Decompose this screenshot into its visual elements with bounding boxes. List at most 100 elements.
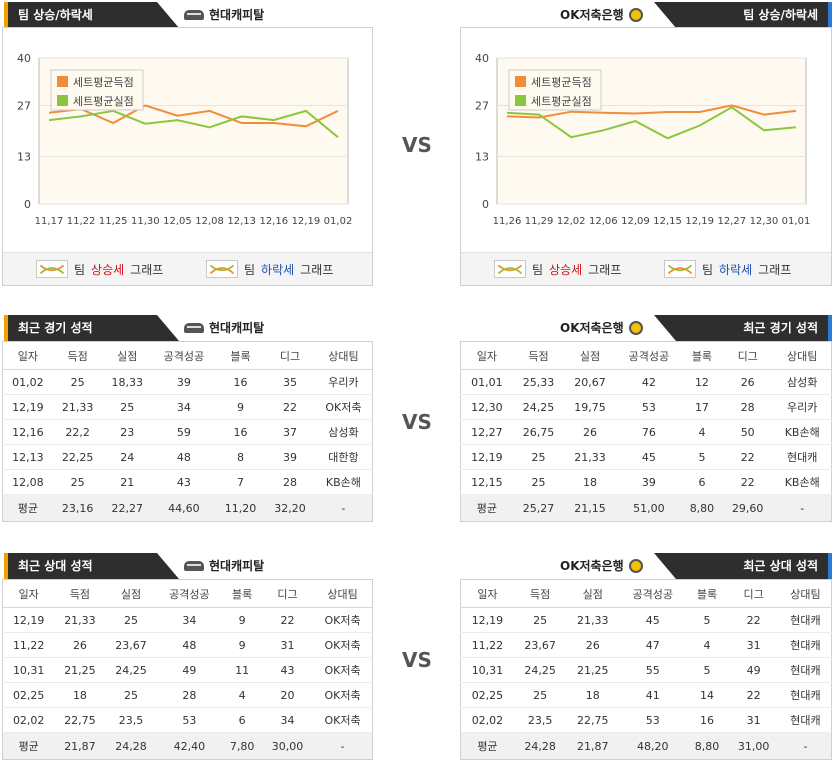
- vs-label-head-to-head: VS: [402, 648, 432, 672]
- trend-chart-right: 0 13 27 40 11,26 11,29 12,02 12,06 12,09 12,15 12,…: [460, 27, 832, 286]
- column-header: 득점: [512, 341, 565, 370]
- table-cell: 50: [721, 419, 774, 445]
- table-cell: 34: [151, 394, 216, 420]
- column-header: 실점: [105, 579, 157, 608]
- table-cell: 53: [618, 707, 687, 733]
- table-cell: 28: [156, 682, 223, 708]
- legend-label: 세트평균실점: [531, 95, 592, 108]
- table-cell: 42: [615, 369, 682, 395]
- table-row: 11,22 23,67 26 47 4 31 현대캐: [460, 632, 832, 658]
- table-cell: 26: [721, 369, 774, 395]
- table-cell: 6: [681, 469, 722, 495]
- table-cell: 14: [686, 682, 728, 708]
- table-cell: 23,67: [513, 632, 567, 658]
- table-row: 12,19 21,33 25 34 9 22 OK저축: [2, 607, 373, 633]
- average-cell: 29,60: [721, 494, 774, 522]
- average-cell: 24,28: [105, 732, 157, 760]
- table-cell: 19,75: [564, 394, 616, 420]
- team-label-right: OK저축은행: [560, 553, 643, 579]
- team-name-left: 현대캐피탈: [209, 321, 265, 335]
- table-cell: 26: [566, 632, 619, 658]
- table-cell: 39: [151, 369, 216, 395]
- y-tick-label: 0: [482, 198, 489, 211]
- legend-label: 세트평균실점: [73, 95, 134, 108]
- team-name-right: OK저축은행: [560, 321, 624, 335]
- x-tick-label: 12,13: [227, 216, 256, 227]
- hyundai-capital-logo-icon: [184, 561, 204, 571]
- table-cell: OK저축: [313, 657, 373, 683]
- table-row: 10,31 21,25 24,25 49 11 43 OK저축: [2, 657, 373, 683]
- legend-swatch: [57, 95, 68, 106]
- table-row: 02,02 23,5 22,75 53 16 31 현대캐: [460, 707, 832, 733]
- average-row: 평균 25,27 21,15 51,00 8,80 29,60-: [460, 494, 832, 522]
- table-cell: 25: [105, 682, 157, 708]
- average-row: 평균 24,28 21,87 48,20 8,80 31,00-: [460, 732, 832, 760]
- table-cell: 12,19: [2, 607, 55, 633]
- table-cell: 28: [265, 469, 315, 495]
- table-row: 12,19 25 21,33 45 5 22 현대캐: [460, 607, 832, 633]
- table-cell: 22,75: [566, 707, 619, 733]
- table-cell: 37: [265, 419, 315, 445]
- recent-games-title-right: 최근 경기 성적: [743, 321, 818, 335]
- average-cell: 평균: [460, 732, 514, 760]
- table-cell: 22: [721, 469, 774, 495]
- average-cell: -: [313, 732, 373, 760]
- column-header: 실점: [102, 341, 152, 370]
- table-row: 01,02 25 18,33 39 16 35 우리카: [2, 369, 373, 395]
- table-header-row: 일자 득점 실점 공격성공 블록 디그 상대팀: [2, 579, 373, 608]
- table-cell: OK저축: [313, 632, 373, 658]
- average-cell: 22,27: [102, 494, 152, 522]
- table-cell: 24,25: [513, 657, 567, 683]
- table-cell: 43: [261, 657, 314, 683]
- table-cell: 9: [222, 632, 262, 658]
- y-tick-label: 27: [17, 99, 31, 112]
- table-cell: 25: [512, 444, 565, 470]
- table-cell: 현대캐: [773, 444, 832, 470]
- table-cell: 31: [727, 707, 780, 733]
- table-cell: 20: [261, 682, 314, 708]
- vs-label-trend: VS: [402, 133, 432, 157]
- team-name-left: 현대캐피탈: [209, 559, 265, 573]
- average-cell: 평균: [2, 732, 55, 760]
- table-cell: 48: [151, 444, 216, 470]
- column-header: 득점: [513, 579, 567, 608]
- table-cell: 12,19: [460, 607, 514, 633]
- table-cell: 02,25: [460, 682, 514, 708]
- table-row: 12,19 21,33 25 34 9 22 OK저축: [2, 394, 373, 420]
- table-cell: 34: [261, 707, 314, 733]
- table-cell: 16: [215, 419, 266, 445]
- table-cell: 28: [721, 394, 774, 420]
- column-header: 일자: [460, 579, 514, 608]
- table-row: 12,19 25 21,33 45 5 22 현대캐: [460, 444, 832, 470]
- column-header: 공격성공: [615, 341, 682, 370]
- average-cell: 30,00: [261, 732, 314, 760]
- table-cell: 우리카: [314, 369, 373, 395]
- table-cell: 12,13: [2, 444, 53, 470]
- hyundai-capital-logo-icon: [184, 323, 204, 333]
- x-tick-label: 01,01: [782, 216, 811, 227]
- table-cell: 39: [265, 444, 315, 470]
- table-cell: 26: [54, 632, 106, 658]
- table-cell: 7: [215, 469, 266, 495]
- table-row: 11,22 26 23,67 48 9 31 OK저축: [2, 632, 373, 658]
- legend-up-prefix: 팀: [532, 262, 544, 277]
- team-label-right: OK저축은행: [560, 2, 643, 28]
- ok-savings-bank-logo-icon: [628, 559, 643, 573]
- table-cell: 24,25: [512, 394, 565, 420]
- table-cell: 대한항: [314, 444, 373, 470]
- column-header: 실점: [564, 341, 616, 370]
- downtrend-graph-icon: [664, 260, 696, 278]
- table-cell: 9: [222, 607, 262, 633]
- table-cell: 76: [615, 419, 682, 445]
- table-cell: 45: [618, 607, 687, 633]
- table-cell: 12,08: [2, 469, 53, 495]
- recent-games-title-left: 최근 경기 성적: [18, 321, 93, 335]
- average-cell: 51,00: [615, 494, 682, 522]
- ok-savings-bank-logo-icon: [628, 8, 643, 22]
- trend-title-right: 팀 상승/하락세: [743, 8, 818, 22]
- column-header: 일자: [460, 341, 513, 370]
- table-cell: 23,5: [105, 707, 157, 733]
- y-tick-label: 27: [475, 99, 489, 112]
- x-tick-label: 12,19: [292, 216, 321, 227]
